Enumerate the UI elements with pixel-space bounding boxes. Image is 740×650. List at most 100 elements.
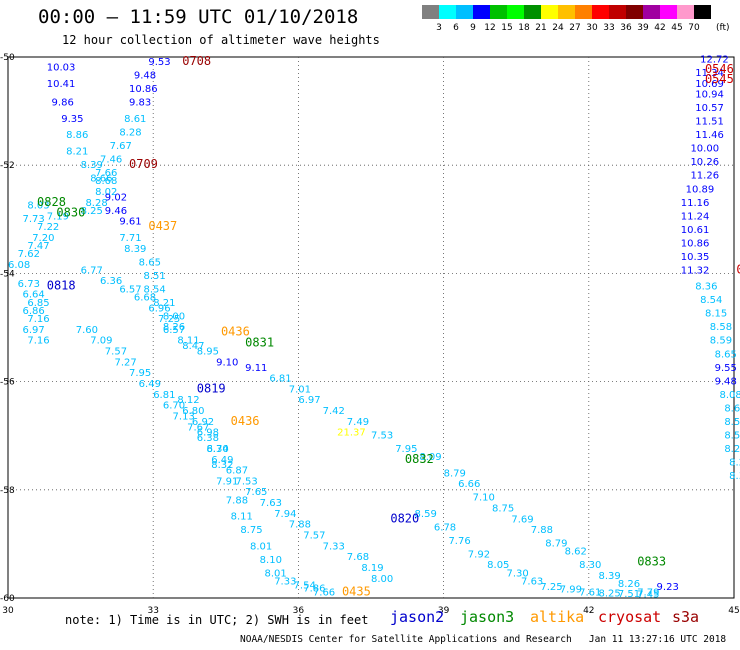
data-point-label: 8.21: [66, 146, 88, 157]
color-scale-tick: 45: [671, 23, 683, 33]
pass-time-label: 0435: [342, 584, 371, 598]
data-point-label: 6.96: [148, 303, 170, 314]
data-point-label: 11.16: [681, 198, 710, 209]
color-scale-tick: 18: [518, 23, 530, 33]
color-swatch: [524, 5, 541, 19]
data-point-label: 8.65: [715, 349, 737, 360]
data-point-label: 7.94: [274, 509, 296, 520]
color-scale-tick: 36: [620, 23, 632, 33]
data-point-label: 6.49: [139, 379, 161, 390]
data-point-label: 6.97: [298, 395, 320, 406]
data-point-label: 8.01: [265, 568, 287, 579]
color-scale-tick: 70: [688, 23, 700, 33]
data-point-label: 7.30: [507, 568, 529, 579]
data-point-label: 8.39: [81, 160, 103, 171]
data-point-label: 7.91: [216, 476, 238, 487]
page-title: 00:00 – 11:59 UTC 01/10/2018: [38, 6, 359, 28]
color-swatch: [473, 5, 490, 19]
data-point-label: 8.36: [695, 282, 717, 293]
data-point-label: 9.10: [216, 357, 238, 368]
data-point-label: 7.67: [187, 422, 209, 433]
data-point-label: 6.57: [119, 284, 141, 295]
data-point-label: 8.11: [177, 336, 199, 347]
data-point-label: 9.83: [129, 98, 151, 109]
data-point-label: 8.19: [361, 563, 383, 574]
data-point-label: 6.86: [23, 306, 45, 317]
data-point-label: 21.37: [337, 428, 366, 439]
pass-time-label: 0709: [129, 157, 158, 171]
data-point-label: 7.25: [158, 314, 180, 325]
y-tick-label: -50: [0, 53, 15, 63]
color-scale-tick: 15: [501, 23, 513, 33]
data-point-label: 7.47: [27, 241, 49, 252]
data-point-label: 7.95: [129, 368, 151, 379]
pass-time-label: 0546: [705, 62, 734, 76]
data-point-label: 6.81: [269, 374, 291, 385]
data-point-label: 7.01: [289, 384, 311, 395]
data-point-label: 8.05: [487, 560, 509, 571]
chart-subtitle: 12 hour collection of altimeter wave hei…: [62, 33, 380, 47]
data-point-label: 8.10: [260, 555, 282, 566]
color-swatch: [558, 5, 575, 19]
x-tick-label: 42: [583, 606, 594, 616]
data-point-label: 10.26: [690, 157, 719, 168]
data-point-label: 11.24: [681, 211, 710, 222]
data-point-label: 7.57: [105, 347, 127, 358]
satellite-legend-cryosat: cryosat: [598, 608, 662, 626]
data-point-label: 8.59: [415, 509, 437, 520]
data-point-label: 11.34: [695, 68, 724, 79]
y-tick-label: -60: [0, 594, 15, 604]
pass-time-label: 0708: [182, 54, 211, 68]
data-point-label: 7.73: [23, 214, 45, 225]
data-point-label: 7.51: [618, 589, 640, 600]
data-point-label: 8.75: [492, 503, 514, 514]
data-point-label: 7.16: [27, 336, 49, 347]
x-tick-label: 36: [293, 606, 305, 616]
data-point-label: 11.32: [681, 265, 710, 276]
data-point-label: 7.19: [47, 211, 69, 222]
data-point-label: 9.48: [715, 376, 737, 387]
data-point-label: 8.25: [81, 206, 103, 217]
data-point-label: 10.61: [681, 225, 710, 236]
data-point-label: 8.01: [250, 541, 272, 552]
data-point-label: 9.46: [105, 206, 127, 217]
data-point-label: 8.21: [153, 298, 175, 309]
x-tick-label: 30: [2, 606, 14, 616]
data-point-label: 6.38: [197, 433, 219, 444]
data-point-label: 8.68: [95, 176, 117, 187]
data-point-label: 8.39: [124, 244, 146, 255]
data-point-label: 8.61: [124, 114, 146, 125]
data-point-label: 7.53: [371, 430, 393, 441]
data-point-label: 10.69: [695, 79, 724, 90]
satellite-legend-jason2: jason2: [390, 608, 445, 626]
data-point-label: 8.31: [729, 471, 740, 482]
data-point-label: 10.03: [47, 63, 76, 74]
data-point-label: 6.80: [182, 406, 204, 417]
x-tick-label: 39: [438, 606, 450, 616]
data-point-label: 8.51: [144, 271, 166, 282]
pass-time-label: 0818: [47, 279, 76, 293]
data-point-label: 7.67: [110, 141, 132, 152]
data-point-label: 8.75: [240, 525, 262, 536]
data-point-label: 7.57: [303, 530, 325, 541]
pass-time-label: 0830: [56, 206, 85, 220]
data-point-label: 7.99: [560, 585, 582, 596]
data-point-label: 7.62: [18, 249, 40, 260]
data-point-label: 10.89: [686, 184, 715, 195]
data-point-label: 7.27: [114, 357, 136, 368]
data-point-label: 8.66: [90, 173, 112, 184]
data-point-label: 7.92: [468, 549, 490, 560]
x-tick-label: 45: [728, 606, 739, 616]
data-point-label: 11.51: [695, 117, 724, 128]
data-point-label: 7.60: [76, 325, 98, 336]
data-point-label: 10.86: [681, 238, 710, 249]
data-point-label: 8.59: [710, 336, 732, 347]
data-point-label: 10.57: [695, 103, 724, 114]
data-point-label: 8.11: [231, 512, 253, 523]
data-point-label: 7.69: [511, 514, 533, 525]
color-scale-tick: 21: [535, 23, 547, 33]
data-point-label: 8.79: [545, 539, 567, 550]
data-point-label: 7.33: [274, 576, 296, 587]
color-swatch: [575, 5, 592, 19]
data-point-label: 8.26: [618, 579, 640, 590]
